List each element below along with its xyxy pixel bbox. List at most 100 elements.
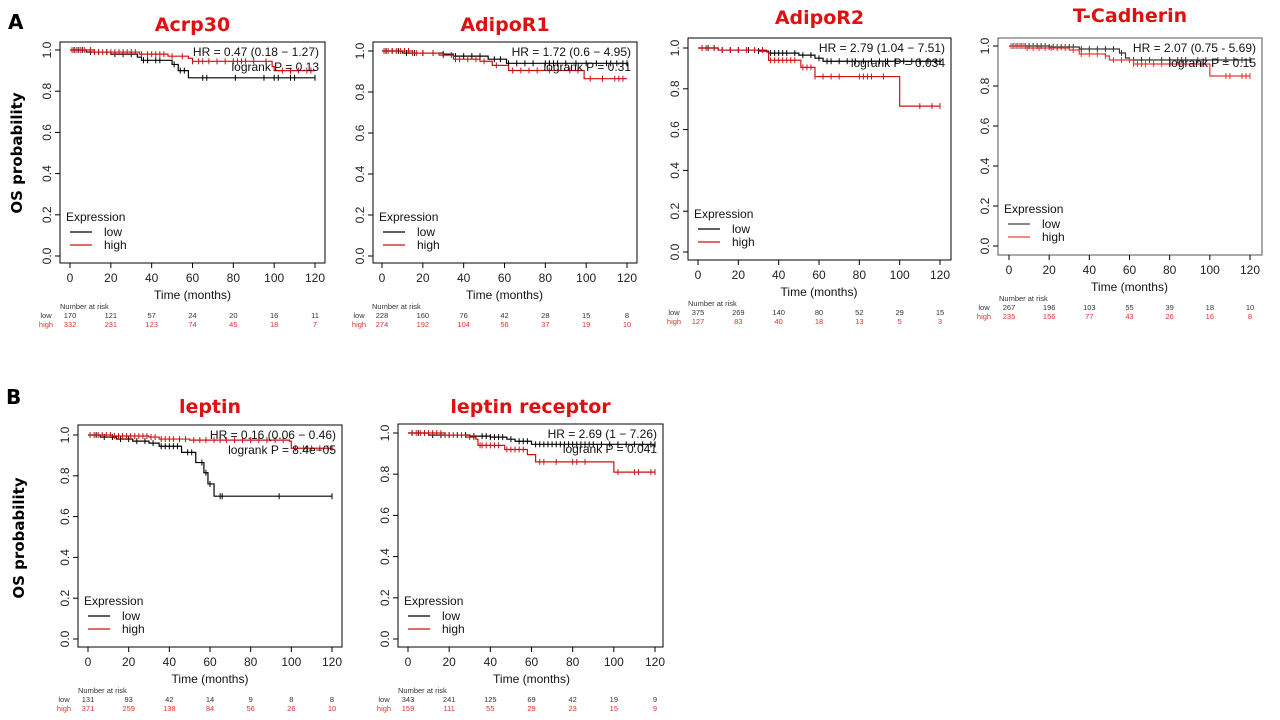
- risk-value-high: 13: [855, 317, 863, 326]
- km-panel-t-cadherin: T-Cadherin 0.0 0.2 0.4 0.6 0.8 1.0 0 20 40 60 80 100…: [977, 5, 1263, 321]
- y-tick-label: 0.8: [58, 467, 72, 484]
- risk-row-label-high: high: [57, 704, 71, 713]
- logrank-p-text: logrank P = 0.041: [563, 442, 658, 456]
- risk-value-high: 3: [938, 317, 942, 326]
- risk-value-low: 16: [270, 311, 278, 320]
- x-tick-label: 100: [576, 271, 596, 285]
- km-panel-leptin-receptor: leptin receptor 0.0 0.2 0.4 0.6 0.8 1.0 0 20 40 60…: [377, 396, 665, 713]
- risk-value-low: 39: [1165, 303, 1173, 312]
- risk-table-header: Number at risk: [78, 686, 127, 695]
- y-tick-label: 1.0: [668, 39, 682, 56]
- x-tick-label: 40: [163, 655, 177, 669]
- y-tick-label: 0.8: [353, 83, 367, 100]
- risk-value-high: 45: [229, 320, 237, 329]
- y-tick-label: 0.0: [353, 247, 367, 264]
- y-tick-label: 0.8: [40, 83, 54, 100]
- plot-frame: [59, 41, 326, 264]
- risk-value-low: 131: [82, 695, 95, 704]
- x-tick-label: 100: [281, 655, 301, 669]
- y-tick-label: 0.6: [40, 124, 54, 141]
- risk-value-high: 40: [774, 317, 782, 326]
- risk-value-high: 16: [1206, 312, 1214, 321]
- y-tick-label: 0.6: [378, 507, 392, 524]
- x-tick-label: 40: [484, 655, 498, 669]
- risk-value-low: 9: [249, 695, 253, 704]
- risk-value-high: 274: [376, 320, 389, 329]
- risk-value-high: 156: [1043, 312, 1056, 321]
- legend-title: Expression: [84, 594, 143, 608]
- risk-value-high: 83: [734, 317, 742, 326]
- x-tick-label: 0: [379, 271, 386, 285]
- hazard-ratio-text: HR = 0.16 (0.06 − 0.46): [210, 428, 336, 442]
- risk-value-high: 5: [898, 317, 902, 326]
- risk-value-low: 15: [936, 308, 944, 317]
- panel-title: Acrp30: [155, 14, 230, 36]
- legend-label-high: high: [417, 238, 440, 252]
- km-panel-adipor2: AdipoR2 0.0 0.2 0.4 0.6 0.8 1.0 0 20 40 60 80 100 120…: [667, 7, 952, 326]
- risk-value-low: 170: [64, 311, 77, 320]
- risk-value-low: 267: [1003, 303, 1016, 312]
- risk-value-high: 43: [1125, 312, 1133, 321]
- x-tick-label: 60: [1123, 263, 1137, 277]
- x-tick-label: 120: [930, 268, 950, 282]
- risk-value-low: 52: [855, 308, 863, 317]
- hazard-ratio-text: HR = 2.69 (1 − 7.26): [548, 427, 657, 441]
- y-tick-label: 0.4: [378, 548, 392, 565]
- logrank-p-text: logrank P = 0.15: [1168, 56, 1256, 70]
- y-tick-label: 0.4: [58, 549, 72, 566]
- y-tick-label: 0.0: [978, 237, 992, 254]
- panel-title: leptin receptor: [450, 396, 611, 418]
- risk-value-high: 74: [188, 320, 196, 329]
- legend-title: Expression: [694, 207, 753, 221]
- km-curve-high: [382, 50, 627, 80]
- x-tick-label: 80: [566, 655, 580, 669]
- risk-value-low: 69: [527, 695, 535, 704]
- risk-value-low: 93: [124, 695, 132, 704]
- y-tick-label: 0.4: [978, 157, 992, 174]
- risk-value-low: 140: [772, 308, 785, 317]
- risk-value-low: 11: [311, 311, 319, 320]
- x-tick-label: 0: [67, 271, 74, 285]
- x-tick-label: 20: [442, 655, 456, 669]
- risk-value-high: 55: [486, 704, 494, 713]
- y-tick-label: 0.4: [353, 165, 367, 182]
- plot-frame: [397, 423, 664, 648]
- risk-value-high: 231: [105, 320, 118, 329]
- x-tick-label: 80: [227, 271, 241, 285]
- x-axis-label: Time (months): [781, 285, 858, 299]
- x-tick-label: 40: [145, 271, 159, 285]
- risk-value-low: 42: [165, 695, 173, 704]
- legend-title: Expression: [66, 210, 125, 224]
- plot-frame: [687, 37, 952, 261]
- hazard-ratio-text: HR = 2.79 (1.04 − 7.51): [819, 41, 945, 55]
- risk-value-high: 26: [287, 704, 295, 713]
- y-tick-label: 0.6: [668, 121, 682, 138]
- risk-value-low: 15: [582, 311, 590, 320]
- y-tick-label: 0.2: [668, 203, 682, 220]
- km-curve-high: [408, 432, 655, 473]
- risk-value-high: 259: [122, 704, 135, 713]
- risk-value-low: 42: [500, 311, 508, 320]
- x-tick-label: 20: [104, 271, 118, 285]
- risk-value-low: 375: [692, 308, 705, 317]
- risk-value-low: 14: [206, 695, 214, 704]
- risk-value-low: 121: [105, 311, 118, 320]
- risk-value-low: 8: [289, 695, 293, 704]
- risk-value-low: 20: [229, 311, 237, 320]
- risk-table: Number at risk low 375 269 140 80 52 29 15 high 12…: [667, 299, 944, 326]
- risk-value-high: 7: [313, 320, 317, 329]
- logrank-p-text: logrank P = 8.4e−05: [228, 443, 336, 457]
- risk-value-low: 125: [484, 695, 497, 704]
- km-curve-low: [88, 434, 332, 497]
- legend-label-low: low: [417, 225, 435, 239]
- risk-row-label-high: high: [977, 312, 991, 321]
- risk-value-low: 196: [1043, 303, 1056, 312]
- legend-label-low: low: [122, 609, 140, 623]
- risk-value-high: 18: [270, 320, 278, 329]
- risk-value-low: 76: [459, 311, 467, 320]
- x-axis-label: Time (months): [172, 672, 249, 686]
- x-tick-label: 120: [305, 271, 325, 285]
- hazard-ratio-text: HR = 1.72 (0.6 − 4.95): [512, 45, 631, 59]
